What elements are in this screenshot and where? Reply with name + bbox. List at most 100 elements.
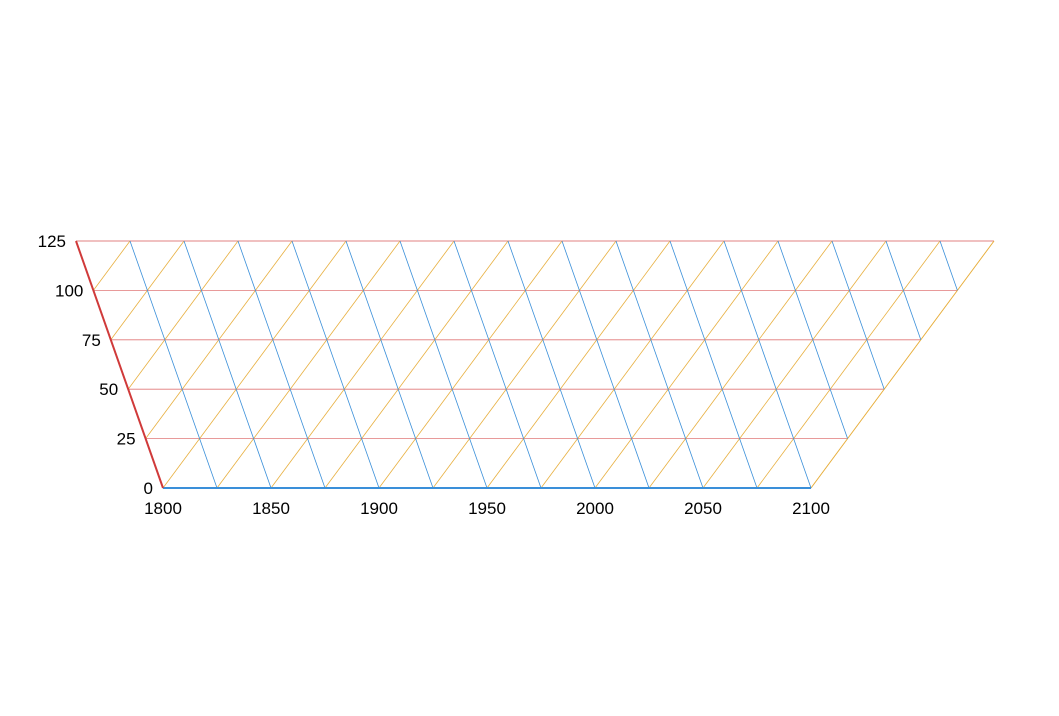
descending-gridline [417,290,436,340]
y-tick-label: 25 [117,430,136,449]
ascending-gridlines [93,240,995,489]
descending-gridline [866,339,885,390]
descending-gridline [812,339,831,390]
descending-gridline [795,290,814,340]
ascending-gridline [397,339,436,390]
ascending-gridline [253,388,291,439]
descending-gridline [326,339,345,390]
descending-gridline [399,240,418,291]
ascending-gridline [756,438,794,489]
ascending-gridline [631,388,669,439]
descending-gridline [201,290,220,340]
ascending-gridline [93,240,131,291]
y-axis-tick-labels: 0 25 50 75 100 125 [38,232,153,498]
ascending-gridline [486,438,524,489]
descending-gridline [363,290,382,340]
ascending-gridline [432,438,470,489]
descending-gridline [704,339,723,390]
ascending-gridline [525,240,563,291]
ascending-gridline [147,240,185,291]
ascending-gridline [162,438,200,489]
ascending-gridline [378,438,416,489]
ascending-gridline [650,290,688,341]
ascending-gridline [434,290,472,341]
descending-gridline [345,240,364,291]
ascending-gridline [505,339,544,390]
descending-gridline [577,438,596,489]
descending-gridline [559,389,578,439]
ascending-gridline [775,339,814,390]
descending-gridline [739,438,758,489]
descending-gridline [758,339,777,390]
ascending-gridline [542,290,580,341]
ascending-gridline [523,388,561,439]
descending-gridline [253,438,272,489]
descending-gridline [633,290,652,340]
ascending-gridline [201,240,239,291]
ascending-gridline [687,240,725,291]
x-axis-tick-labels: 1800 1850 1900 1950 2000 2050 2100 [144,499,830,518]
ascending-gridline [181,339,220,390]
ascending-gridline [685,388,723,439]
y-tick-label: 50 [99,380,118,399]
y-tick-label: 0 [144,479,153,498]
descending-gridline [723,240,742,291]
descending-gridline [505,389,524,439]
descending-gridline [631,438,650,489]
ascending-gridline [849,240,887,291]
ascending-gridline [218,290,256,341]
descending-gridline [453,240,472,291]
y-tick-label: 100 [55,281,83,300]
ascending-gridline [110,290,148,341]
descending-gridline [451,389,470,439]
descending-gridline [218,339,237,390]
descending-gridline [361,438,380,489]
ascending-gridline [795,240,833,291]
descending-gridline [885,240,904,291]
y-axis-line [75,240,164,489]
horizontal-gridlines [76,240,994,440]
descending-gridline [777,240,796,291]
ascending-gridline [361,388,399,439]
descending-gridline [434,339,453,390]
ascending-gridline [648,438,686,489]
descending-gridline [831,240,850,291]
descending-gridline [129,240,148,291]
descending-gridline [685,438,704,489]
descending-gridline [307,438,326,489]
y-tick-label: 75 [82,331,101,350]
descending-gridline [147,290,166,340]
ascending-gridline [633,240,671,291]
descending-gridline [343,389,362,439]
descending-gridline [471,290,490,340]
ascending-gridline [415,388,453,439]
ascending-gridline [758,290,796,341]
ascending-gridline [255,240,293,291]
ascending-gridline [559,339,598,390]
descending-gridline [183,240,202,291]
ascending-gridline [577,388,615,439]
descending-gridline [255,290,274,340]
descending-gridline [775,389,794,439]
x-tick-label: 2050 [684,499,722,518]
ascending-gridline [596,290,634,341]
descending-gridline [829,389,848,439]
ascending-gridline [741,240,779,291]
right-edge-gridline [810,240,995,489]
ascending-gridline [793,388,831,439]
ascending-gridline [417,240,455,291]
ascending-gridline [272,290,310,341]
descending-gridline [849,290,868,340]
descending-gridline [291,240,310,291]
descending-gridline [380,339,399,390]
descending-gridline [469,438,488,489]
descending-gridline [615,240,634,291]
x-tick-label: 1900 [360,499,398,518]
ascending-gridline [289,339,328,390]
descending-gridline [289,389,308,439]
descending-gridline [903,290,922,340]
ascending-gridline [721,339,760,390]
x-tick-label: 2100 [792,499,830,518]
descending-gridline [669,240,688,291]
